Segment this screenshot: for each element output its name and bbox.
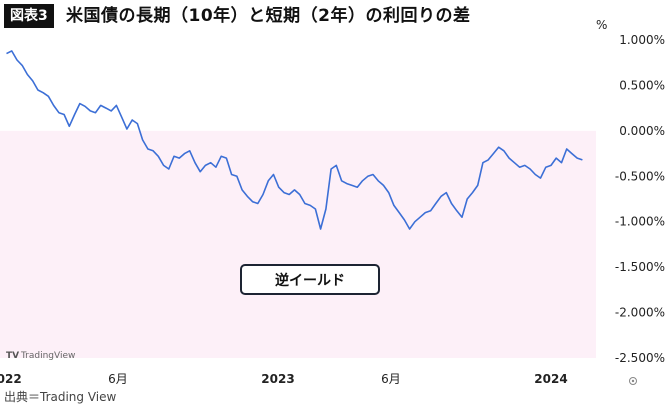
settings-icon-inner[interactable] [631, 379, 635, 383]
y-axis: 1.000% 0.500% 0.000% -0.500% -1.000% -1.500% -… [615, 33, 665, 365]
y-tick-label: 0.500% [619, 78, 665, 92]
x-tick-label: 6月 [108, 372, 128, 386]
y-axis-unit: % [596, 18, 607, 32]
y-tick-label: -0.500% [615, 169, 665, 183]
y-tick-label: -1.500% [615, 260, 665, 274]
x-tick-label: 6月 [381, 372, 401, 386]
inversion-band [0, 130, 596, 358]
annotation-box [240, 264, 380, 295]
y-tick-label: 1.000% [619, 33, 665, 47]
x-tick-label: 2024 [534, 372, 567, 386]
settings-icon[interactable] [629, 377, 637, 385]
y-tick-label: -2.500% [615, 351, 665, 365]
settings-icon-outer[interactable] [629, 377, 637, 385]
tradingview-logo-icon: TV [6, 351, 19, 361]
line-series [6, 50, 583, 230]
x-tick-label: 2022 [0, 372, 22, 386]
tradingview-watermark-text: TradingView [20, 351, 75, 361]
source-note: 出典＝Trading View [4, 390, 117, 404]
figure-label: 図表3 [4, 4, 54, 28]
series-line [6, 50, 583, 230]
y-tick-label: -1.000% [615, 215, 665, 229]
y-tick-label: 0.000% [619, 124, 665, 138]
tradingview-watermark: TV TradingView [6, 351, 75, 361]
chart-title: 米国債の長期（10年）と短期（2年）の利回りの差 [66, 6, 471, 26]
x-axis: 2022 6月 2023 6月 2024 [0, 372, 568, 386]
y-tick-label: -2.000% [615, 306, 665, 320]
x-tick-label: 2023 [261, 372, 294, 386]
annotation-label: 逆イールド [275, 272, 345, 289]
inversion-annotation: 逆イールド [240, 264, 380, 295]
